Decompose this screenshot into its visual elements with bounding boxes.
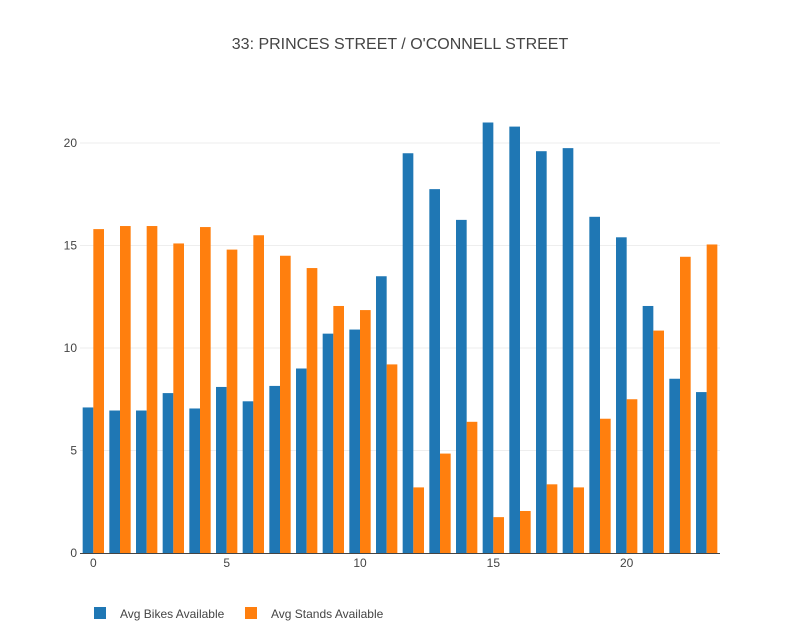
bar-bikes[interactable] xyxy=(322,333,334,553)
bar-stands[interactable] xyxy=(120,226,131,553)
x-tick-label: 5 xyxy=(223,556,230,570)
y-tick-label: 10 xyxy=(64,341,78,355)
legend[interactable]: Avg Bikes Available Avg Stands Available xyxy=(94,607,384,621)
bar-stands[interactable] xyxy=(200,227,211,554)
y-tick-label: 20 xyxy=(64,136,78,150)
bar-stands[interactable] xyxy=(413,487,424,553)
bar-bikes[interactable] xyxy=(536,151,547,553)
bar-stands[interactable] xyxy=(546,484,558,553)
y-axis-ticks: 0 5 10 15 20 xyxy=(64,136,78,560)
bar-stands[interactable] xyxy=(466,421,478,553)
bar-stands[interactable] xyxy=(226,249,238,553)
legend-swatch-bikes xyxy=(94,607,106,619)
chart-title: 33: PRINCES STREET / O'CONNELL STREET xyxy=(232,36,569,53)
legend-label-bikes: Avg Bikes Available xyxy=(120,607,225,621)
bar-stands[interactable] xyxy=(600,418,611,554)
bar-stands[interactable] xyxy=(653,330,664,553)
bar-bikes[interactable] xyxy=(429,189,440,554)
bar-bikes[interactable] xyxy=(82,407,94,553)
bar-bikes[interactable] xyxy=(162,393,174,553)
bar-bikes[interactable] xyxy=(349,329,360,553)
bar-bikes[interactable] xyxy=(269,385,280,553)
bar-bikes[interactable] xyxy=(696,392,707,553)
bar-bikes[interactable] xyxy=(136,410,147,553)
bar-bikes[interactable] xyxy=(616,237,627,554)
bar-stands[interactable] xyxy=(333,305,344,554)
bar-bikes[interactable] xyxy=(669,378,680,553)
legend-swatch-stands xyxy=(245,607,257,619)
x-tick-label: 10 xyxy=(353,556,367,570)
bar-bikes[interactable] xyxy=(376,276,387,553)
bar-bikes[interactable] xyxy=(562,148,574,554)
bar-bikes[interactable] xyxy=(589,216,600,554)
bar-stands[interactable] xyxy=(493,517,504,554)
bar-stands[interactable] xyxy=(520,510,531,553)
bar-stands[interactable] xyxy=(93,229,104,553)
bar-stands[interactable] xyxy=(146,226,158,553)
bar-stands[interactable] xyxy=(573,487,584,553)
bar-stands[interactable] xyxy=(280,255,291,553)
legend-item-bikes[interactable]: Avg Bikes Available xyxy=(94,607,225,621)
legend-item-stands[interactable]: Avg Stands Available xyxy=(245,607,384,621)
bar-stands[interactable] xyxy=(440,453,451,553)
bar-bikes[interactable] xyxy=(216,386,227,553)
bar-bikes[interactable] xyxy=(189,408,200,554)
bar-stands[interactable] xyxy=(386,364,398,553)
bar-series xyxy=(82,122,718,554)
bar-bikes[interactable] xyxy=(242,401,254,553)
y-tick-label: 0 xyxy=(70,546,77,560)
bar-stands[interactable] xyxy=(706,244,718,553)
bar-bikes[interactable] xyxy=(642,305,654,554)
x-axis-ticks: 0 5 10 15 20 xyxy=(90,556,634,570)
bar-bikes[interactable] xyxy=(109,410,120,553)
legend-label-stands: Avg Stands Available xyxy=(271,607,384,621)
bar-stands[interactable] xyxy=(360,310,371,553)
x-tick-label: 20 xyxy=(620,556,634,570)
gridlines xyxy=(80,142,720,451)
y-tick-label: 5 xyxy=(70,444,77,458)
bar-stands[interactable] xyxy=(626,399,638,553)
bar-bikes[interactable] xyxy=(402,153,414,553)
x-tick-label: 0 xyxy=(90,556,97,570)
bar-stands[interactable] xyxy=(173,243,184,553)
y-tick-label: 15 xyxy=(64,239,78,253)
x-tick-label: 15 xyxy=(487,556,501,570)
bar-bikes[interactable] xyxy=(509,126,520,553)
bar-bikes[interactable] xyxy=(456,219,467,554)
bar-stands[interactable] xyxy=(253,235,264,553)
bar-stands[interactable] xyxy=(306,268,318,553)
bar-bikes[interactable] xyxy=(296,368,307,554)
bar-stands[interactable] xyxy=(680,256,691,553)
bar-bikes[interactable] xyxy=(482,122,494,554)
